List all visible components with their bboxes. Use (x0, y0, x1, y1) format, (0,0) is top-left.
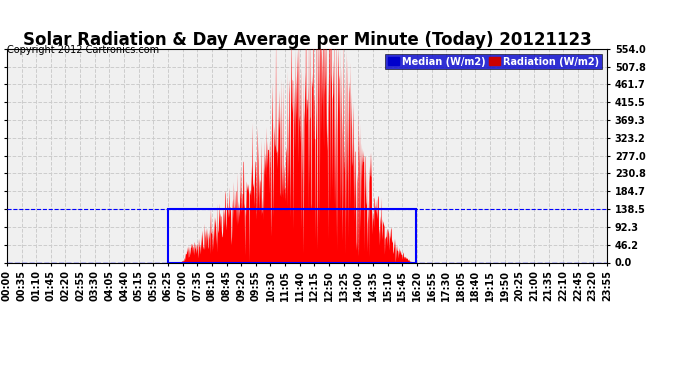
Bar (168, 209, 415, 262)
Title: Solar Radiation & Day Average per Minute (Today) 20121123: Solar Radiation & Day Average per Minute… (23, 31, 591, 49)
Legend: Median (W/m2), Radiation (W/m2): Median (W/m2), Radiation (W/m2) (384, 54, 602, 69)
Text: Copyright 2012 Cartronics.com: Copyright 2012 Cartronics.com (7, 45, 159, 55)
